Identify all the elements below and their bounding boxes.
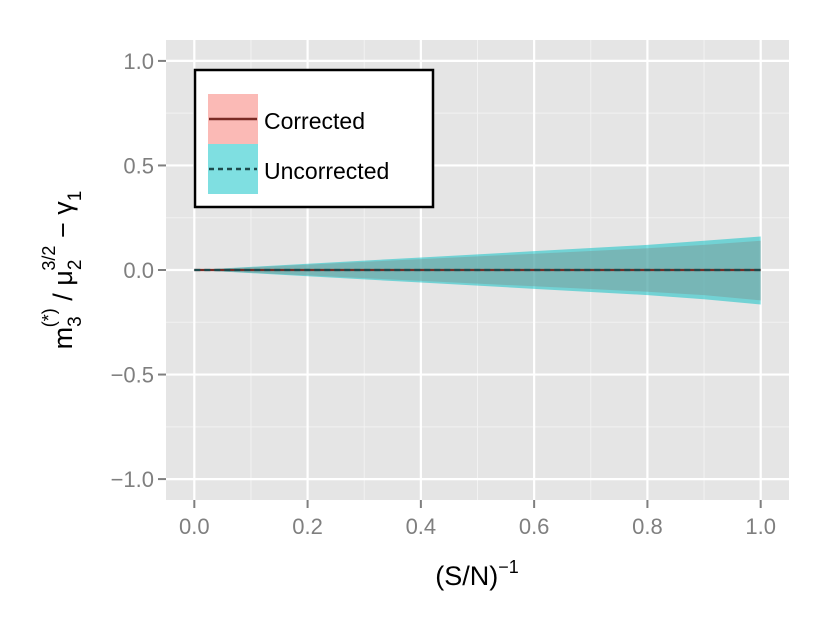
y-axis-title-m: m [48, 327, 78, 350]
y-tick-label: 0.5 [123, 153, 154, 178]
x-tick-label: 1.0 [745, 514, 776, 539]
x-axis-ticks: 0.0 0.2 0.4 0.6 0.8 1.0 [179, 500, 776, 539]
y-axis-title-m-sup: (*) [39, 308, 59, 327]
legend-label-corrected: Corrected [264, 108, 365, 134]
x-tick-label: 0.2 [292, 514, 323, 539]
x-tick-label: 0.4 [406, 514, 437, 539]
y-tick-label: 0.0 [123, 258, 154, 283]
y-tick-label: −1.0 [111, 467, 154, 492]
legend-label-uncorrected: Uncorrected [264, 158, 389, 184]
y-axis-title: m3 (*) / μ2 3/2 − γ1 [39, 191, 86, 350]
y-axis-title-slash: / [48, 286, 78, 309]
x-tick-label: 0.0 [179, 514, 210, 539]
legend: Corrected Uncorrected [193, 68, 435, 209]
y-axis-title-mu-sub: 2 [65, 260, 86, 271]
y-axis-title-mu-sup: 3/2 [39, 246, 59, 271]
x-tick-label: 0.8 [632, 514, 663, 539]
x-axis-title-base: (S/N) [435, 561, 498, 591]
x-axis-title-exponent: −1 [498, 557, 519, 577]
y-axis-title-minus: − [48, 215, 78, 246]
y-axis-title-m-sub: 3 [65, 316, 86, 327]
y-axis-title-gamma: γ [48, 201, 78, 215]
y-axis-title-gamma-sub: 1 [65, 191, 86, 202]
y-tick-label: −0.5 [111, 363, 154, 388]
x-tick-label: 0.6 [519, 514, 550, 539]
y-axis-ticks: −1.0 −0.5 0.0 0.5 1.0 [111, 49, 166, 492]
y-axis-title-mu: μ [48, 270, 78, 286]
legend-key-uncorrected-fill [208, 144, 258, 194]
x-axis-title: (S/N)−1 [435, 557, 519, 591]
y-tick-label: 1.0 [123, 49, 154, 74]
